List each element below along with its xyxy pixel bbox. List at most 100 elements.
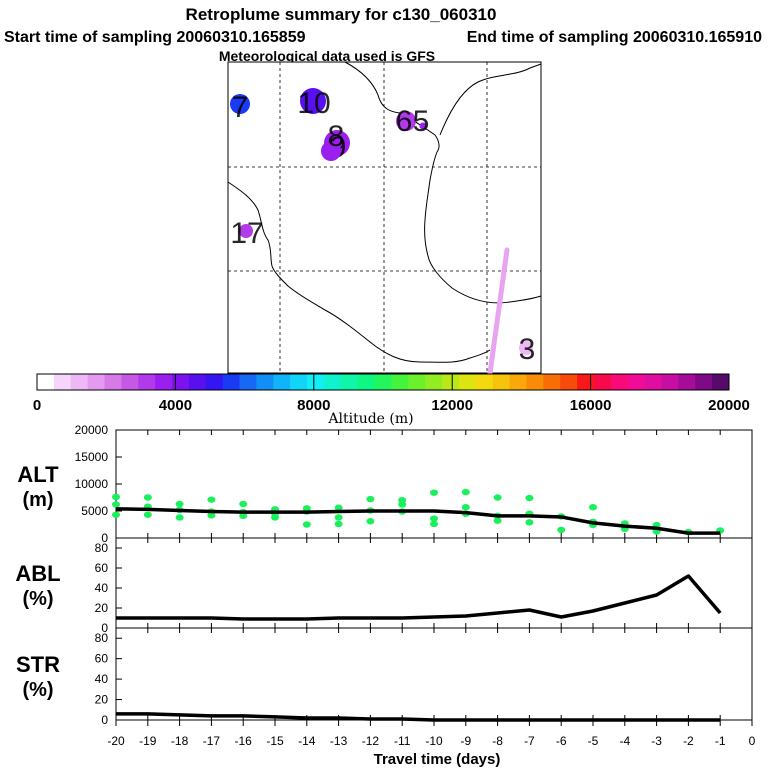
colorbar-cell [155,374,173,390]
altitude-scatter-point [112,493,120,501]
colorbar-cell [543,374,561,390]
altitude-scatter-point [302,521,311,528]
x-axis-tick-label: -13 [330,734,348,748]
colorbar-cell [695,374,713,390]
plume-marker-dot [300,88,326,114]
panel-series-line [116,712,721,722]
panel-y-tick-label: 60 [95,652,109,666]
colorbar-cell [273,374,291,390]
panel-label: STR [16,652,60,677]
x-axis-tick-label: -11 [394,734,411,748]
panel-y-tick-label: 40 [95,672,109,686]
x-axis-tick-label: -5 [588,734,599,748]
colorbar-cell [205,374,224,390]
plume-marker-label: 8 [328,120,345,153]
colorbar-cell [442,374,460,390]
panel-y-tick-label: 0 [101,531,108,545]
colorbar-cell [627,374,646,390]
met-data-label: Meteorological data used is GFS [219,48,435,64]
plume-marker-label: 7 [232,91,249,124]
panel-frame [115,627,753,721]
panel-series-line [115,507,721,535]
panel-y-tick-label: 15000 [75,450,109,464]
colorbar-cell [560,374,578,390]
chart-title: Retroplume summary for c130_060310 [186,5,497,24]
x-axis-tick-label: -8 [492,734,503,748]
plume-trail [487,247,510,376]
plume-marker-dot [396,111,416,131]
altitude-scatter-point [461,504,470,511]
altitude-scatter-point [366,518,375,525]
colorbar-cell [87,374,106,390]
colorbar-cell [138,374,156,390]
colorbar-cell [425,374,443,390]
panel-y-tick-label: 40 [95,581,109,595]
panel-label: ALT [17,462,59,487]
panel-series-line [116,574,722,621]
x-axis-tick-label: -6 [556,734,567,748]
colorbar-cell [104,374,122,390]
colorbar-cell [492,374,511,390]
colorbar-tick-label: 4000 [159,397,192,414]
panel-alt: 20000 15000 10000 5000 0 ALT(m) [17,423,753,545]
panel-y-tick-label: 5000 [81,504,108,518]
panel-abl: 80 60 40 20 0 ABL(%) [15,537,753,635]
plume-marker-label: 3 [519,333,536,366]
panel-y-tick-label: 0 [101,621,108,635]
altitude-scatter-point [207,512,216,519]
map-panel: 7109865173 [227,61,542,376]
colorbar-cell [408,374,426,390]
colorbar-cell [357,374,376,390]
panel-y-tick-label: 20 [95,601,109,615]
x-axis-tick-label: -12 [362,734,380,748]
colorbar-cell [53,374,72,390]
plume-marker-label: 6 [396,105,413,138]
altitude-scatter-point [112,501,120,508]
colorbar-cell [644,374,662,390]
colorbar-cell [70,374,89,390]
colorbar-tick-label: 0 [33,397,41,414]
altitude-scatter-point [143,511,152,518]
panel-y-tick-label: 10000 [75,477,109,491]
panel-unit-label: (%) [22,679,53,701]
panel-frame [115,537,753,629]
x-axis-tick-label: 0 [749,734,756,748]
colorbar-cell [37,374,55,390]
plume-marker-dot [321,141,341,161]
colorbar-cell [509,374,527,390]
altitude-scatter-point [557,526,566,534]
panel-label: ABL [15,561,60,586]
colorbar-cell [610,374,629,390]
plume-marker-label: 17 [230,217,263,250]
altitude-scatter-point [175,514,184,521]
altitude-scatter-point [366,495,375,503]
plume-marker-dot [519,341,533,355]
colorbar-cell [475,374,494,390]
x-axis-tick-label: -1 [715,734,726,748]
start-time-label: Start time of sampling 20060310.165859 [4,29,306,46]
colorbar-cell [577,374,595,390]
panel-unit-label: (m) [22,489,53,511]
colorbar-cell [374,374,392,390]
colorbar-cell [307,374,325,390]
altitude-scatter-point [430,515,438,522]
panel-unit-label: (%) [22,588,53,610]
colorbar-cell [290,374,308,390]
x-axis-tick-label: -9 [460,734,471,748]
colorbar-cell [121,374,139,390]
map-gridlines [228,62,541,373]
x-axis-tick-label: -18 [171,734,189,748]
panel-y-tick-label: 80 [95,631,109,645]
colorbar-cell [256,374,274,390]
altitude-scatter-point [207,496,216,503]
x-axis-tick-label: -10 [425,734,443,748]
plume-marker-dot [230,94,250,114]
colorbar-tick-label: 20000 [708,397,750,414]
coastlines [227,61,542,363]
panel-y-tick-label: 20 [95,693,109,707]
panel-y-tick-label: 60 [95,561,109,575]
altitude-scatter-point [525,494,534,502]
colorbar-cell [458,374,477,390]
x-axis-tick-label: -7 [524,734,535,748]
